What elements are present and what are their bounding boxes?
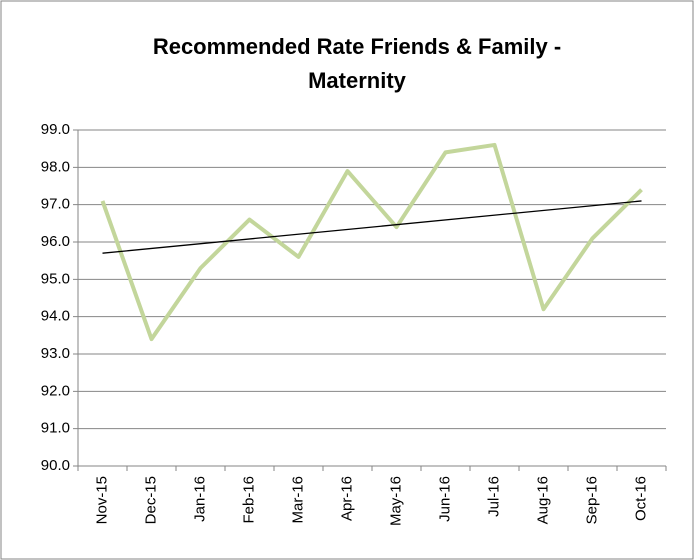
y-tick-label: 96.0 (41, 233, 70, 250)
y-tick-label: 90.0 (41, 457, 70, 474)
trendline (102, 200, 642, 254)
y-tick-label: 95.0 (41, 270, 70, 287)
x-tick-label: Feb-16 (240, 476, 257, 524)
y-tick-label: 98.0 (41, 158, 70, 175)
y-tick-label: 91.0 (41, 420, 70, 437)
x-tick-label: Oct-16 (632, 476, 649, 521)
x-tick-label: Dec-15 (142, 476, 159, 524)
y-tick-label: 92.0 (41, 382, 70, 399)
y-tick-label: 99.0 (41, 121, 70, 138)
x-tick-label: Sep-16 (583, 476, 600, 524)
x-tick-label: Apr-16 (338, 476, 355, 521)
data-line (100, 142, 643, 342)
x-tick-label: Nov-15 (93, 476, 110, 524)
x-tick-label: Aug-16 (534, 476, 551, 524)
x-tick-label: Mar-16 (289, 476, 306, 524)
x-tick-label: Jan-16 (191, 476, 208, 522)
y-tick-label: 97.0 (41, 196, 70, 213)
y-tick-label: 93.0 (41, 345, 70, 362)
x-tick-label: May-16 (387, 476, 404, 526)
chart-title: Maternity (308, 68, 407, 93)
y-tick-label: 94.0 (41, 308, 70, 325)
x-tick-label: Jun-16 (436, 476, 453, 522)
chart-title: Recommended Rate Friends & Family - (153, 34, 561, 59)
x-tick-label: Jul-16 (485, 476, 502, 517)
